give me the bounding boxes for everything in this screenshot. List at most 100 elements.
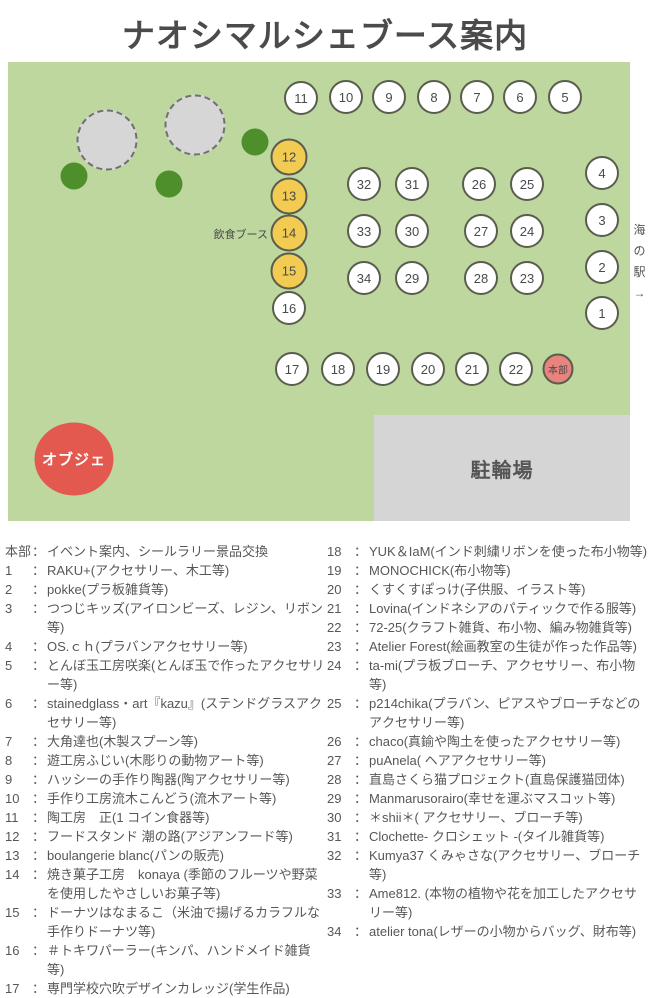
site-map: 飲食ブース オブジェ 駐輪場 11 10 9 8 7 6 5 12 13 14 15 16 32 31 26… — [8, 62, 630, 521]
legend-entry-colon: ： — [354, 734, 368, 749]
booth-31: 31 — [395, 167, 429, 201]
legend-entry-text: ta-mi(プラ板ブローチ、アクセサリー、布小物等) — [369, 658, 636, 692]
booth-19: 19 — [366, 352, 400, 386]
legend-entry-colon: ： — [354, 772, 368, 787]
legend-entry-text: OS.ｃｈ(プラバンアクセサリー等) — [47, 639, 248, 654]
legend-entry-number: 34 — [327, 924, 342, 939]
legend-entry-text: とんぼ玉工房咲楽(とんぼ玉で作ったアクセサリー等) — [47, 658, 325, 692]
legend-entry-text: pokke(プラ板雑貨等) — [47, 582, 169, 597]
legend-entry-number: 12 — [5, 829, 20, 844]
legend-entry-colon: ： — [354, 829, 368, 844]
booth-1: 1 — [585, 296, 619, 330]
legend-entry-number: 23 — [327, 639, 342, 654]
booth-18: 18 — [321, 352, 355, 386]
legend-entry-number: 7 — [5, 734, 13, 749]
legend-entry-text: フードスタンド 潮の路(アジアンフード等) — [47, 829, 293, 844]
legend-entry-colon: ： — [354, 601, 368, 616]
legend-entry-1: 1 ： RAKU+(アクセサリー、木工等) — [5, 561, 327, 580]
legend-entry-colon: ： — [32, 563, 46, 578]
legend-entry-text: stainedglass・art『kazu』(ステンドグラスアクセサリー等) — [47, 696, 322, 730]
booth-12: 12 — [270, 138, 308, 176]
objet-label: オブジェ — [41, 451, 106, 469]
booth-13: 13 — [270, 177, 308, 215]
bush-icon — [241, 128, 269, 156]
legend-column-left: 本部：イベント案内、シールラリー景品交換 1： RAKU+(アクセサリー、木工等) 2… — [5, 542, 327, 998]
legend-entry-colon: ： — [32, 848, 46, 863]
legend-entry-colon: ： — [32, 639, 46, 654]
bush-icon — [155, 170, 183, 198]
legend-entry-4: 4 ： OS.ｃｈ(プラバンアクセサリー等) — [5, 637, 327, 656]
booth-25: 25 — [510, 167, 544, 201]
legend-entry-16: 16 ：＃トキワパーラー(キンパ、ハンドメイド雑貨等) — [5, 941, 327, 979]
legend-entry-number: 21 — [327, 601, 342, 616]
legend-entry-number: 26 — [327, 734, 342, 749]
legend-entry-number: 29 — [327, 791, 342, 806]
legend-entry-colon: ： — [354, 563, 368, 578]
legend-entry-colon: ： — [32, 772, 46, 787]
legend-entry-34: 34 ： atelier tona(レザーの小物からバッグ、財布等) — [327, 922, 648, 941]
legend-entry-text: MONOCHICK(布小物等) — [369, 563, 511, 578]
legend-entry-colon: ： — [354, 639, 368, 654]
legend-entry-number: 3 — [5, 601, 13, 616]
legend-column-right: 18： YUK＆IaM(インド刺繍リボンを使った布小物等) 19： MONOCHICK… — [327, 542, 648, 998]
booth-26: 26 — [462, 167, 496, 201]
legend-entry-colon: ： — [354, 791, 368, 806]
legend-entry-text: Ame812. (本物の植物や花を加工したアクセサリー等) — [369, 886, 637, 920]
legend-entry-18: 18 ： YUK＆IaM(インド刺繍リボンを使った布小物等) — [327, 542, 648, 561]
legend-entry-text: 焼き菓子工房 konaya (季節のフルーツや野菜を使用したやさしいお菓子等) — [47, 867, 318, 901]
legend-entry-number: 27 — [327, 753, 342, 768]
legend-entry-colon: ： — [354, 753, 368, 768]
legend-entry-text: p214chika(プラバン、ピアスやブローチなどのアクセサリー等) — [369, 696, 641, 730]
sea-station-label: 海 の 駅 → — [631, 220, 648, 304]
booth-21: 21 — [455, 352, 489, 386]
booth-7: 7 — [460, 80, 494, 114]
legend-entry-colon: ： — [32, 943, 46, 958]
legend-entry-28: 28 ：直島さくら猫プロジェクト(直島保護猫団体) — [327, 770, 648, 789]
legend-entry-colon: ： — [32, 601, 46, 616]
booth-30: 30 — [395, 214, 429, 248]
legend-entry-text: ハッシーの手作り陶器(陶アクセサリー等) — [47, 772, 290, 787]
booth-4: 4 — [585, 156, 619, 190]
legend-entry-number: 11 — [5, 810, 19, 825]
legend-entry-text: chaco(真鍮や陶土を使ったアクセサリー等) — [369, 734, 621, 749]
legend-entry-number: 22 — [327, 620, 342, 635]
legend-entry-text: atelier tona(レザーの小物からバッグ、財布等) — [369, 924, 637, 939]
legend-entry-colon: ： — [32, 981, 46, 996]
legend-entry-number: 17 — [5, 981, 20, 996]
booth-2: 2 — [585, 250, 619, 284]
legend-entry-number: 13 — [5, 848, 20, 863]
bush-icon — [60, 162, 88, 190]
legend-entry-number: 28 — [327, 772, 342, 787]
booth-28: 28 — [464, 261, 498, 295]
legend-entry-25: 25 ： p214chika(プラバン、ピアスやブローチなどのアクセサリー等) — [327, 694, 648, 732]
booth-5: 5 — [548, 80, 582, 114]
legend-entry-colon: ： — [32, 867, 46, 882]
legend-entry-number: 15 — [5, 905, 20, 920]
legend-entry-20: 20 ：くすくすぽっけ(子供服、イラスト等) — [327, 580, 648, 599]
legend-entry-number: 30 — [327, 810, 342, 825]
legend-entry-12: 12 ：フードスタンド 潮の路(アジアンフード等) — [5, 827, 327, 846]
booth-29: 29 — [395, 261, 429, 295]
legend-entry-colon: ： — [354, 924, 368, 939]
legend-entry-30: 30 ：＊shii＊( アクセサリー、ブローチ等) — [327, 808, 648, 827]
legend-entry-2: 2 ： pokke(プラ板雑貨等) — [5, 580, 327, 599]
bicycle-parking-area: 駐輪場 — [374, 415, 630, 521]
legend-entry-22: 22 ： 72-25(クラフト雑貨、布小物、編み物雑貨等) — [327, 618, 648, 637]
booth-11: 11 — [284, 81, 318, 115]
legend-entry-number: 25 — [327, 696, 342, 711]
legend-entry-number: 10 — [5, 791, 20, 806]
booth-24: 24 — [510, 214, 544, 248]
legend-entry-9: 9 ：ハッシーの手作り陶器(陶アクセサリー等) — [5, 770, 327, 789]
legend-entry-text: 72-25(クラフト雑貨、布小物、編み物雑貨等) — [369, 620, 632, 635]
booth-本部: 本部 — [542, 353, 574, 385]
legend-entry-text: 手作り工房流木こんどう(流木アート等) — [47, 791, 277, 806]
legend-entry-10: 10 ：手作り工房流木こんどう(流木アート等) — [5, 789, 327, 808]
legend: 本部：イベント案内、シールラリー景品交換 1： RAKU+(アクセサリー、木工等) 2… — [5, 542, 648, 998]
legend-entry-23: 23 ： Atelier Forest(絵画教室の生徒が作った作品等) — [327, 637, 648, 656]
legend-entry-14: 14 ：焼き菓子工房 konaya (季節のフルーツや野菜を使用したやさしいお菓子… — [5, 865, 327, 903]
booth-27: 27 — [464, 214, 498, 248]
legend-entry-26: 26 ： chaco(真鍮や陶土を使ったアクセサリー等) — [327, 732, 648, 751]
tree-icon — [76, 109, 138, 171]
sea-station-char: の — [633, 244, 646, 258]
legend-entry-29: 29 ： Manmarusorairo(幸せを運ぶマスコット等) — [327, 789, 648, 808]
